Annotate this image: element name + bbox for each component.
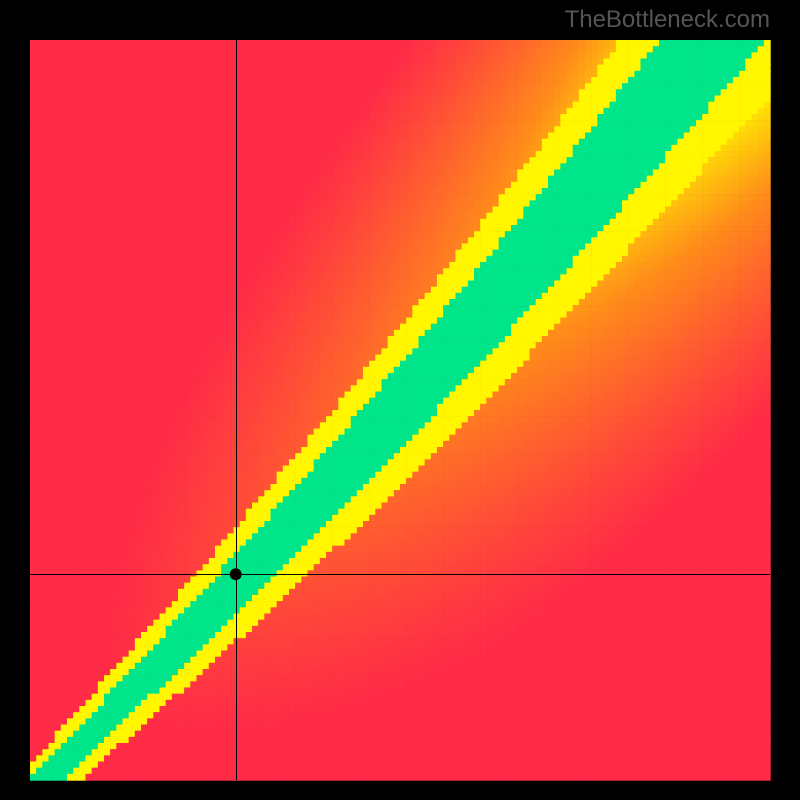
bottleneck-heatmap [0,0,800,800]
chart-root: TheBottleneck.com [0,0,800,800]
watermark-text: TheBottleneck.com [565,6,770,34]
